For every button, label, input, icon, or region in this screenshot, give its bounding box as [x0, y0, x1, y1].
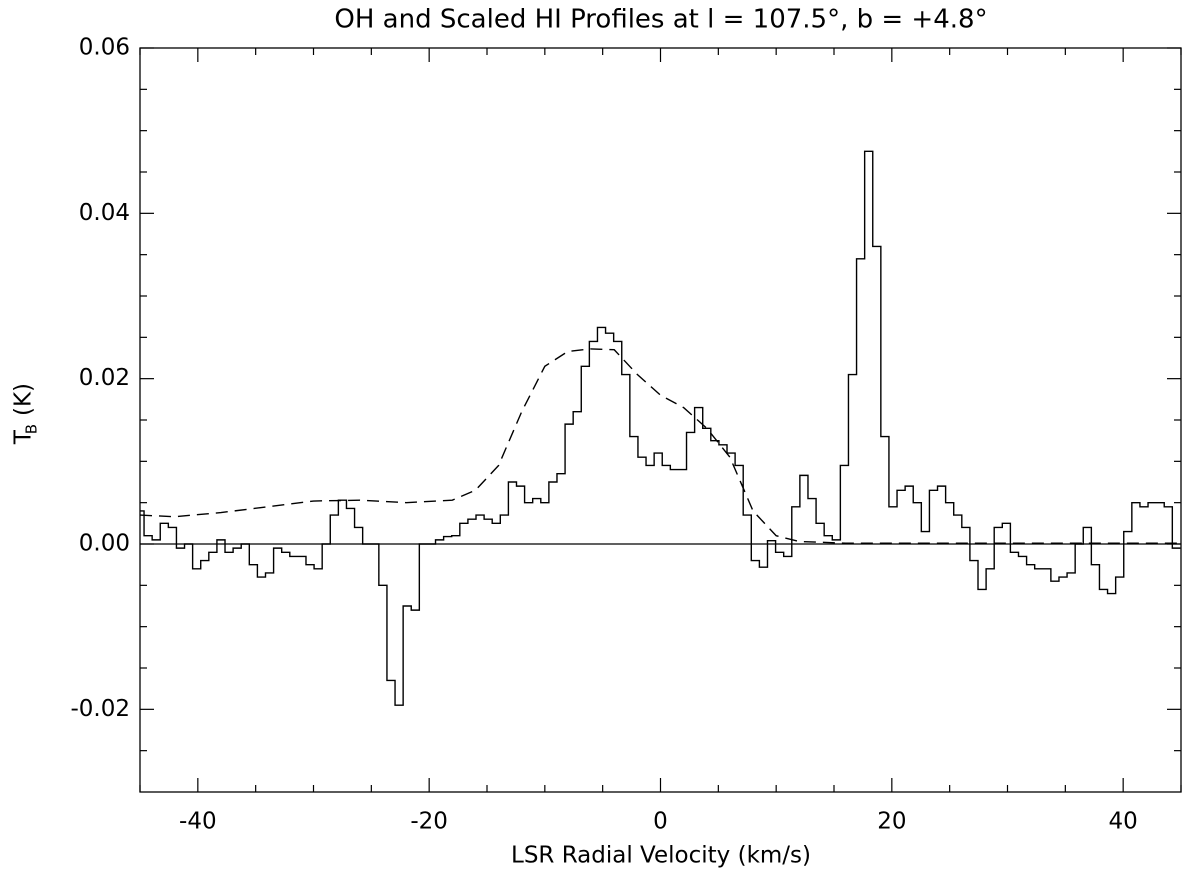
y-axis-label: T B (K)	[11, 383, 41, 445]
y-tick-label: 0.02	[79, 365, 130, 391]
x-tick-label: 0	[653, 809, 668, 835]
x-tick-label: -40	[179, 809, 217, 835]
x-tick-label: -20	[410, 809, 448, 835]
oh-profile	[140, 150, 1181, 706]
y-label-main: T	[11, 429, 37, 445]
y-tick-label: 0.06	[79, 35, 130, 61]
y-tick-label: 0.00	[79, 531, 130, 557]
y-tick-label: -0.02	[70, 696, 130, 722]
chart-title: OH and Scaled HI Profiles at l = 107.5°,…	[334, 5, 987, 35]
plot-frame	[139, 47, 1182, 793]
y-tick-label: 0.04	[79, 200, 130, 226]
y-label-sub: B	[23, 424, 41, 434]
x-tick-label: 40	[1109, 809, 1138, 835]
y-label-unit: (K)	[11, 383, 37, 416]
x-axis-label: LSR Radial Velocity (km/s)	[511, 843, 811, 869]
hi-profile	[139, 348, 1181, 544]
x-tick-label: 20	[877, 809, 906, 835]
